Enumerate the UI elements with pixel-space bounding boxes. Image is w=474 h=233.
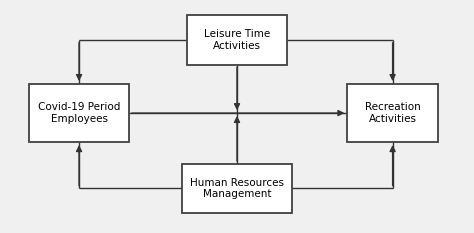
FancyBboxPatch shape [187,15,287,65]
Text: Covid-19 Period
Employees: Covid-19 Period Employees [38,102,120,124]
FancyBboxPatch shape [182,164,292,213]
Text: Recreation
Activities: Recreation Activities [365,102,420,124]
Text: Human Resources
Management: Human Resources Management [190,178,284,199]
FancyBboxPatch shape [347,84,438,142]
Text: Leisure Time
Activities: Leisure Time Activities [204,29,270,51]
FancyBboxPatch shape [29,84,129,142]
